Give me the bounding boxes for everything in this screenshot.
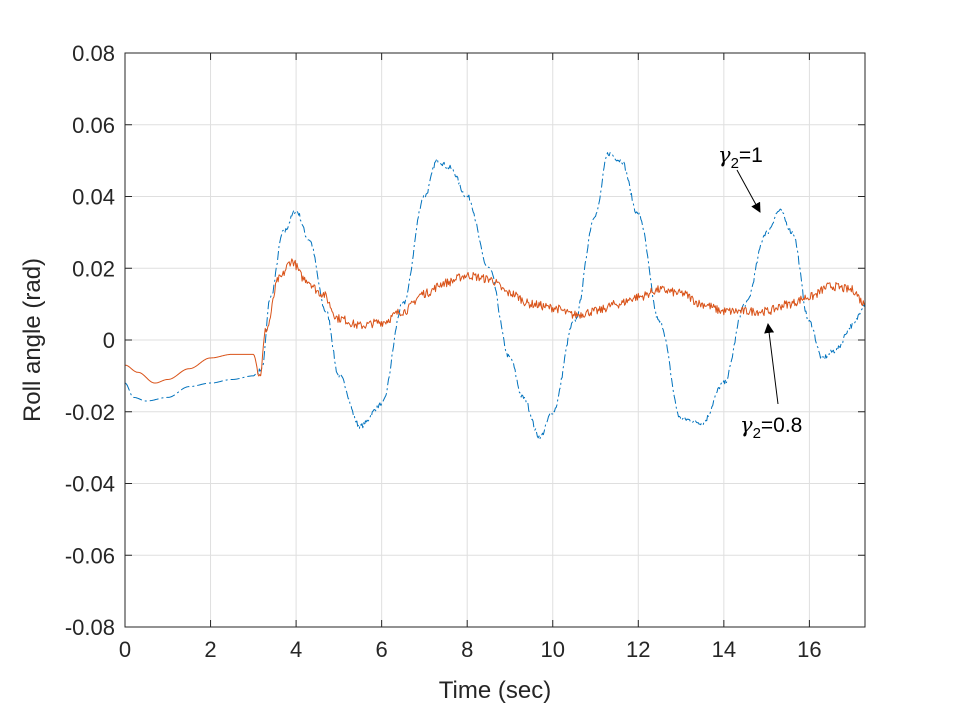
annotation-gamma-0-8-text: =0.8 [761, 414, 802, 437]
y-tick-label: 0.02 [72, 256, 115, 281]
y-tick-label: -0.02 [65, 400, 115, 425]
annotation-gamma-0-8: γ2=0.8 [740, 323, 802, 442]
series-layer [125, 152, 865, 440]
y-tick-label: 0.04 [72, 185, 115, 210]
y-tick-label: -0.06 [65, 543, 115, 568]
y-tick-label: 0 [103, 328, 115, 353]
svg-text:γ2=0.8: γ2=0.8 [740, 413, 802, 442]
annotation-gamma-1-arrow [736, 169, 761, 213]
x-tick-label: 12 [626, 637, 650, 662]
annotation-gamma-1-symbol: γ [718, 143, 731, 167]
ticks [124, 52, 865, 628]
x-tick-label: 2 [204, 637, 216, 662]
x-tick-label: 10 [541, 637, 565, 662]
tick-labels: 0 2 4 6 8 10 12 14 16 -0.08 -0.06 -0.04 -0.02 0 0.02 0.… [65, 41, 822, 662]
annotation-gamma-0-8-subscript: 2 [753, 425, 761, 442]
x-tick-label: 8 [461, 637, 473, 662]
x-tick-label: 6 [376, 637, 388, 662]
y-tick-label: -0.08 [65, 615, 115, 640]
x-tick-label: 16 [797, 637, 821, 662]
svg-text:γ2=1: γ2=1 [718, 143, 763, 172]
annotation-gamma-1: γ2=1 [718, 143, 763, 213]
x-tick-label: 0 [119, 637, 131, 662]
y-tick-label: 0.08 [72, 41, 115, 66]
annotation-gamma-0-8-symbol: γ [740, 413, 753, 437]
annotation-gamma-1-subscript: 2 [731, 155, 739, 172]
x-tick-label: 4 [290, 637, 302, 662]
series-line-2 [125, 258, 865, 384]
annotation-gamma-1-text: =1 [739, 144, 763, 167]
y-axis-label: Roll angle (rad) [19, 258, 46, 422]
y-tick-label: -0.04 [65, 472, 115, 497]
x-tick-label: 14 [712, 637, 736, 662]
y-tick-label: 0.06 [72, 113, 115, 138]
annotation-gamma-0-8-arrow [764, 323, 779, 405]
x-axis-label: Time (sec) [439, 677, 551, 704]
